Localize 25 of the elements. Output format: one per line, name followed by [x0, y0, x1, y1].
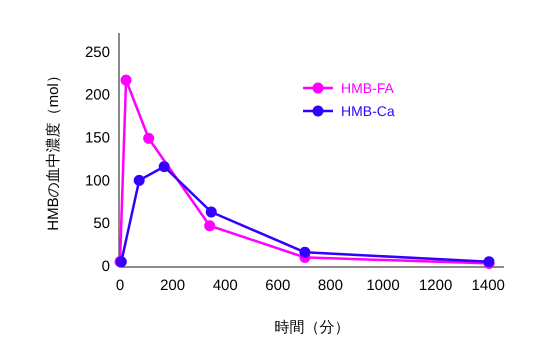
y-axis-title: HMBの血中濃度（mol） — [45, 68, 62, 231]
legend-label: HMB-FA — [341, 80, 395, 96]
x-tick-label: 600 — [265, 277, 290, 294]
point — [143, 132, 154, 144]
x-tick-label: 0 — [116, 277, 124, 294]
y-tick-label: 150 — [84, 130, 110, 147]
x-tick-label: 200 — [160, 277, 186, 294]
x-tick-label: 1200 — [418, 277, 452, 294]
x-tick-label: 400 — [212, 277, 238, 294]
point — [206, 206, 217, 218]
point — [134, 174, 145, 186]
x-axis-title: 時間（分） — [274, 319, 350, 336]
point — [299, 246, 310, 258]
legend-label: HMB-Ca — [341, 103, 395, 119]
x-tick-label: 1000 — [366, 277, 400, 294]
y-tick-label: 0 — [102, 258, 110, 275]
point — [204, 220, 216, 232]
y-tick-label: 100 — [84, 172, 110, 190]
y-tick-label: 200 — [84, 86, 110, 104]
y-tick-label: 250 — [84, 44, 110, 61]
x-tick-label: 1400 — [472, 277, 505, 294]
y-tick-label: 50 — [93, 215, 110, 232]
point — [120, 74, 132, 86]
point — [158, 161, 170, 172]
x-tick-label: 800 — [318, 277, 343, 294]
